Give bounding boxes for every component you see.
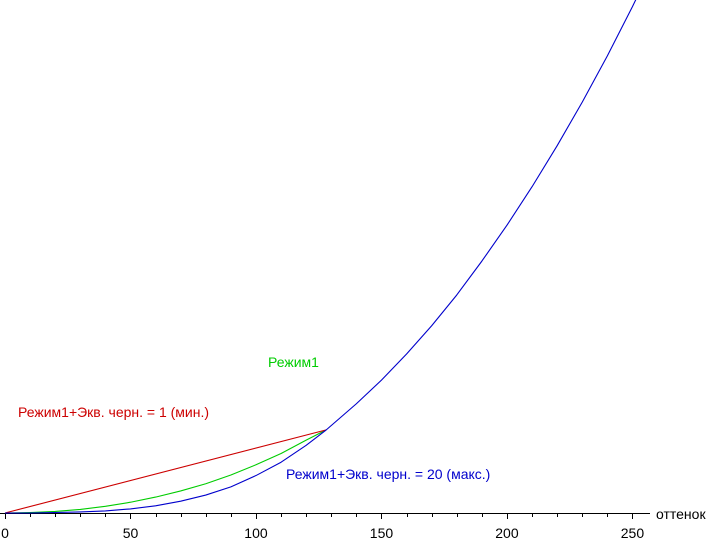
x-axis-title: оттенок	[656, 506, 706, 522]
series-group	[4, 0, 637, 514]
series-line-black-eq-min	[4, 429, 327, 514]
annotation-black-eq-max: Режим1+Экв. черн. = 20 (макс.)	[286, 466, 490, 482]
x-tick-label: 250	[621, 525, 645, 541]
annotation-black-eq-min: Режим1+Экв. черн. = 1 (мин.)	[18, 404, 209, 420]
x-tick-label: 50	[123, 525, 139, 541]
x-tick-label: 200	[495, 525, 519, 541]
series-line-black-eq-max	[5, 0, 637, 514]
x-axis-tick-labels: 0 50 100 150 200 250	[1, 525, 644, 541]
x-tick-label: 150	[370, 525, 394, 541]
series-line-mode1	[4, 429, 327, 514]
x-tick-label: 100	[244, 525, 268, 541]
annotation-mode1: Режим1	[268, 354, 319, 370]
x-tick-label: 0	[1, 525, 9, 541]
